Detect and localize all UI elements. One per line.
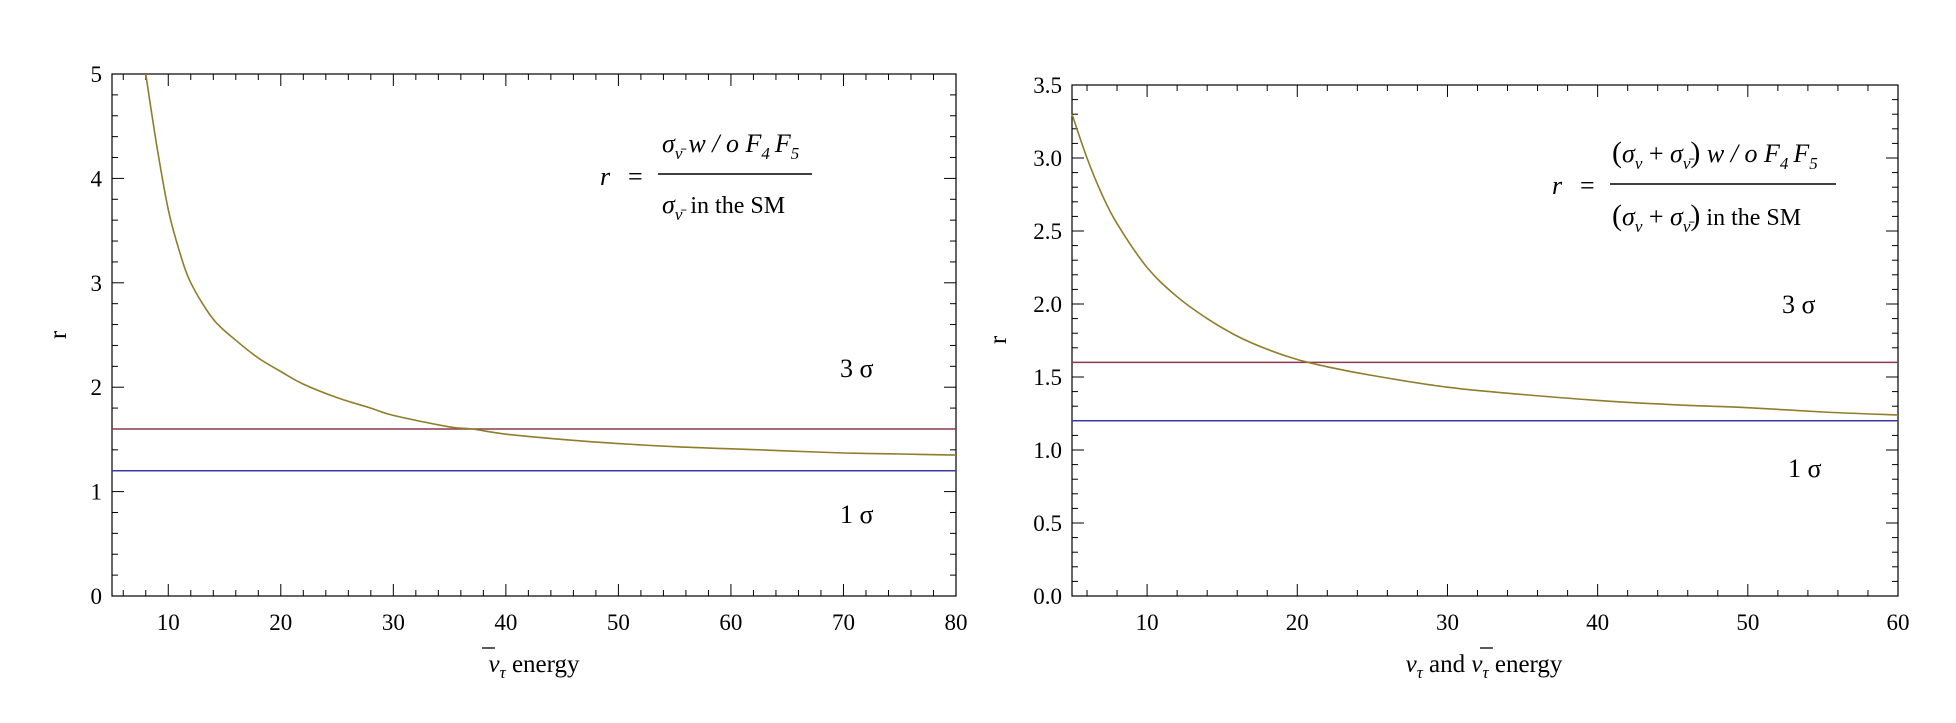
left-x-tick-label: 60 xyxy=(719,610,742,635)
left-formula-denominator: σν̄ in the SM xyxy=(662,190,785,224)
svg-text:r: r xyxy=(600,162,611,191)
right-x-tick-label: 60 xyxy=(1887,610,1910,635)
right-x-axis-title: ντ and ντ energy xyxy=(1406,651,1563,682)
right-y-tick-labels: 0.0 0.5 1.0 1.5 2.0 2.5 3.0 3.5 xyxy=(1033,73,1062,609)
left-x-tick-label: 30 xyxy=(382,610,405,635)
left-plot-frame xyxy=(111,73,957,597)
left-y-axis-title: r xyxy=(45,330,72,339)
left-chart: 10 20 30 40 50 60 70 80 0 1 2 3 4 5 r ντ energy r = … xyxy=(45,62,968,682)
svg-text:r: r xyxy=(1552,171,1563,200)
right-y-tick-label: 1.0 xyxy=(1033,438,1062,463)
left-y-tick-label: 4 xyxy=(91,166,103,191)
left-formula: r = σν̄ w / o F4 F5 σν̄ in the SM xyxy=(600,129,812,224)
left-y-tick-label: 0 xyxy=(91,584,103,609)
right-3sigma-label: 3 σ xyxy=(1782,290,1816,319)
left-x-tick-labels: 10 20 30 40 50 60 70 80 xyxy=(157,610,968,635)
left-x-tick-label: 40 xyxy=(494,610,517,635)
left-y-tick-labels: 0 1 2 3 4 5 xyxy=(91,62,103,609)
right-y-tick-label: 3.5 xyxy=(1033,73,1062,98)
right-chart: 10 20 30 40 50 60 0.0 0.5 1.0 1.5 2.0 2.5 3.0 3.5 r … xyxy=(985,73,1910,682)
right-x-tick-label: 40 xyxy=(1586,610,1609,635)
left-y-tick-label: 2 xyxy=(91,375,103,400)
left-threshold-lines xyxy=(112,428,956,472)
right-threshold-lines xyxy=(1072,361,1898,422)
right-x-tick-label: 30 xyxy=(1436,610,1459,635)
svg-text:=: = xyxy=(628,162,643,191)
left-y-tick-label: 5 xyxy=(91,62,103,87)
left-x-tick-label: 80 xyxy=(945,610,968,635)
right-formula-denominator: (σν + σν̄) in the SM xyxy=(1612,199,1801,236)
right-x-tick-label: 50 xyxy=(1736,610,1759,635)
right-y-axis-title: r xyxy=(985,335,1012,344)
left-x-axis-title: ντ energy xyxy=(488,651,580,682)
left-1sigma-label: 1 σ xyxy=(840,500,874,529)
left-ticks xyxy=(112,73,957,597)
left-series-line xyxy=(145,73,957,456)
left-x-tick-label: 20 xyxy=(269,610,292,635)
right-y-tick-label: 0.5 xyxy=(1033,511,1062,536)
right-1sigma-label: 1 σ xyxy=(1788,454,1822,483)
right-formula: r = (σν + σν̄) w / o F4 F5 (σν + σν̄) in … xyxy=(1552,136,1836,236)
left-formula-numerator: σν̄ w / o F4 F5 xyxy=(662,129,799,163)
left-x-tick-label: 10 xyxy=(157,610,180,635)
left-3sigma-label: 3 σ xyxy=(840,354,874,383)
right-series-line xyxy=(1071,113,1899,416)
right-formula-numerator: (σν + σν̄) w / o F4 F5 xyxy=(1612,136,1818,173)
right-y-tick-label: 2.5 xyxy=(1033,219,1062,244)
right-y-tick-label: 2.0 xyxy=(1033,292,1062,317)
right-plot-frame xyxy=(1071,84,1899,597)
right-ticks xyxy=(1072,84,1899,597)
right-x-tick-labels: 10 20 30 40 50 60 xyxy=(1136,610,1910,635)
left-x-tick-label: 70 xyxy=(832,610,855,635)
right-y-tick-label: 0.0 xyxy=(1033,584,1062,609)
right-x-tick-label: 20 xyxy=(1286,610,1309,635)
left-y-tick-label: 1 xyxy=(91,480,103,505)
left-y-tick-label: 3 xyxy=(91,271,103,296)
right-y-tick-label: 1.5 xyxy=(1033,365,1062,390)
left-x-tick-label: 50 xyxy=(607,610,630,635)
right-x-tick-label: 10 xyxy=(1136,610,1159,635)
right-y-tick-label: 3.0 xyxy=(1033,146,1062,171)
svg-text:=: = xyxy=(1580,171,1595,200)
